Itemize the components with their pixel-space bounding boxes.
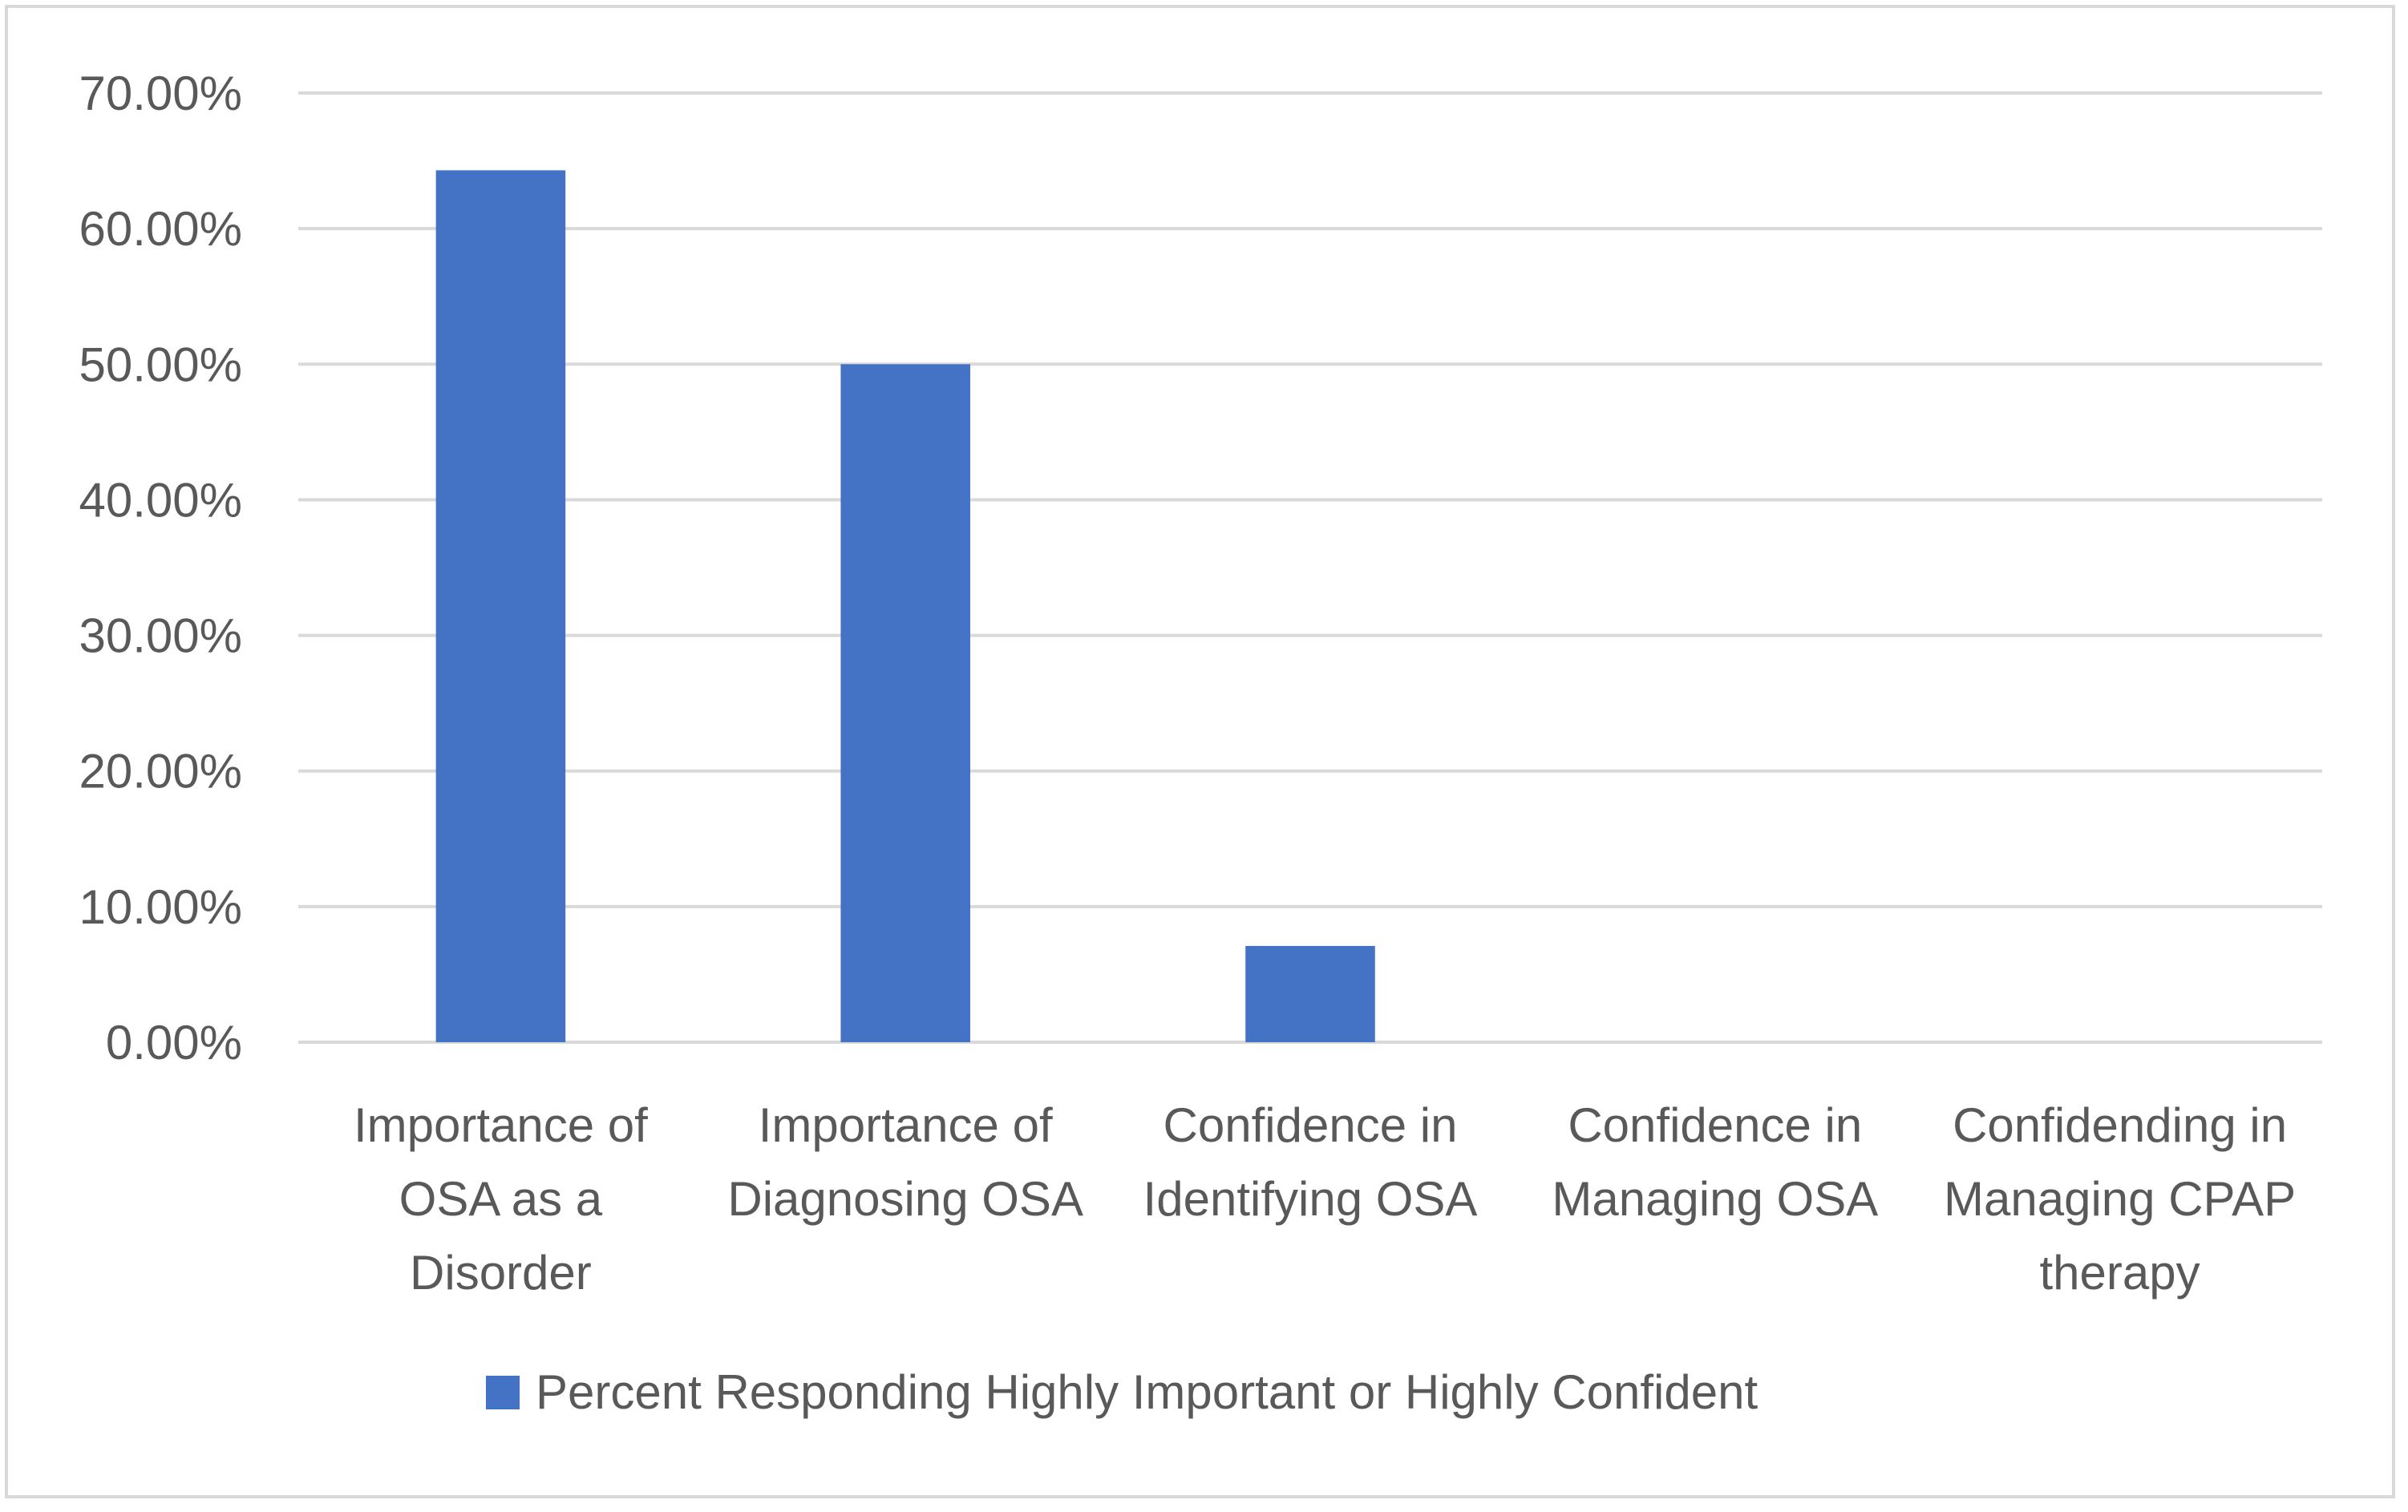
- grid-layer: [298, 91, 2322, 1044]
- x-category-label-line: Importance of: [759, 1098, 1053, 1152]
- y-tick-label: 50.00%: [79, 338, 243, 391]
- x-category-label-line: Identifying OSA: [1143, 1172, 1478, 1226]
- x-category-label-line: Diagnosing OSA: [727, 1172, 1083, 1226]
- bar: [435, 170, 566, 1043]
- y-axis-ticks: 0.00% 10.00% 20.00% 30.00% 40.00% 50.00% 60.00…: [79, 67, 243, 1069]
- x-category-label: Importance of OSA as a Disorder: [354, 1098, 648, 1300]
- x-category-label-line: Disorder: [410, 1246, 592, 1300]
- x-category-label-line: OSA as a: [399, 1172, 603, 1226]
- x-category-label: Importance of Diagnosing OSA: [727, 1098, 1083, 1226]
- y-tick-label: 60.00%: [79, 202, 243, 256]
- x-category-label-line: Confidence in: [1164, 1098, 1458, 1152]
- x-category-label-line: Managing CPAP: [1944, 1172, 2296, 1226]
- y-tick-label: 20.00%: [79, 745, 243, 798]
- legend-label: Percent Responding Highly Important or H…: [536, 1365, 1758, 1419]
- bar: [1245, 945, 1375, 1042]
- x-category-label-line: therapy: [2040, 1246, 2200, 1300]
- x-category-label: Confidending in Managing CPAP therapy: [1944, 1098, 2296, 1300]
- x-category-label-line: Managing OSA: [1552, 1172, 1878, 1226]
- y-tick-label: 10.00%: [79, 880, 243, 934]
- x-category-label: Confidence in Identifying OSA: [1143, 1098, 1478, 1226]
- y-tick-label: 70.00%: [79, 67, 243, 120]
- y-tick-label: 40.00%: [79, 473, 243, 527]
- bars: [435, 170, 1375, 1043]
- legend-swatch: [486, 1376, 520, 1409]
- chart-frame: 0.00% 10.00% 20.00% 30.00% 40.00% 50.00% 60.00…: [5, 5, 2395, 1498]
- y-tick-label: 30.00%: [79, 609, 243, 663]
- x-category-label-line: Confidence in: [1568, 1098, 1862, 1152]
- y-tick-label: 0.00%: [106, 1016, 242, 1069]
- bar: [840, 364, 970, 1042]
- bar-chart: 0.00% 10.00% 20.00% 30.00% 40.00% 50.00% 60.00…: [79, 67, 2322, 1419]
- x-axis-categories: Importance of OSA as a DisorderImportance …: [354, 1098, 2296, 1300]
- x-category-label: Confidence in Managing OSA: [1552, 1098, 1878, 1226]
- x-category-label-line: Importance of: [354, 1098, 648, 1152]
- legend: Percent Responding Highly Important or H…: [486, 1365, 1758, 1419]
- x-category-label-line: Confidending in: [1953, 1098, 2287, 1152]
